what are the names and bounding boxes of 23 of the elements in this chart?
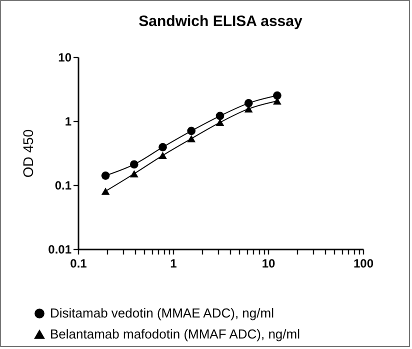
y-tick-label: 10: [58, 50, 72, 64]
y-axis-title: OD 450: [20, 129, 36, 178]
point: [187, 135, 196, 142]
point: [244, 98, 253, 108]
x-tick-label: 10: [262, 256, 276, 270]
point: [158, 142, 167, 152]
legend-label: Belantamab mafodotin (MMAF ADC), ng/ml: [50, 326, 300, 342]
point: [101, 171, 110, 180]
x-tick-label: 0.1: [70, 256, 88, 270]
x-tick-label: 100: [353, 256, 374, 270]
point: [158, 152, 167, 160]
point: [101, 188, 110, 195]
legend-label: Disitamab vedotin (MMAE ADC), ng/ml: [50, 306, 274, 320]
x-tick-label: 1: [170, 256, 178, 270]
point: [130, 160, 138, 169]
point: [216, 112, 224, 120]
chart-title: Sandwich ELISA assay: [138, 13, 303, 30]
point: [187, 126, 196, 136]
y-tick-label: 0.1: [54, 178, 72, 192]
y-tick-label: 0.01: [48, 242, 72, 256]
point: [130, 170, 138, 178]
y-tick-label: 1: [64, 114, 72, 128]
point: [273, 91, 282, 100]
